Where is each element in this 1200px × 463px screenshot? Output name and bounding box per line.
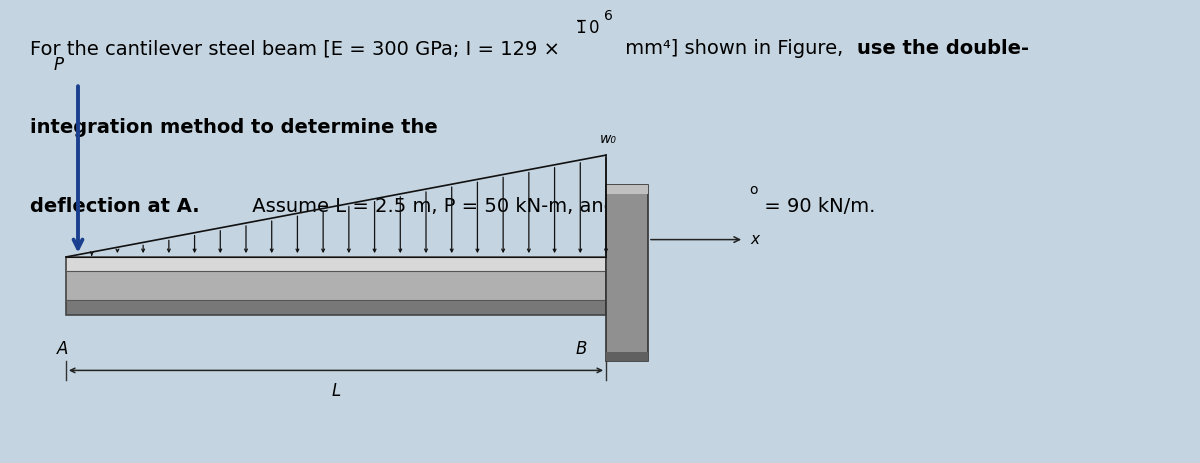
- Polygon shape: [66, 271, 606, 300]
- Text: = 90 kN/m.: = 90 kN/m.: [758, 197, 876, 216]
- Text: For the cantilever steel beam [E = 300 GPa; I = 129 ×: For the cantilever steel beam [E = 300 G…: [30, 39, 560, 58]
- Text: 1̅: 1̅: [575, 19, 586, 37]
- Text: 0: 0: [589, 19, 600, 37]
- Text: integration method to determine the: integration method to determine the: [30, 118, 438, 137]
- Text: w₀: w₀: [600, 132, 617, 146]
- Text: mm⁴] shown in Figure,: mm⁴] shown in Figure,: [619, 39, 850, 58]
- Polygon shape: [66, 300, 606, 315]
- Text: A: A: [56, 340, 67, 358]
- Text: o: o: [749, 183, 757, 197]
- Text: P: P: [54, 56, 64, 74]
- Polygon shape: [606, 185, 648, 361]
- Text: L: L: [331, 382, 341, 400]
- Polygon shape: [606, 352, 648, 361]
- Text: B: B: [576, 340, 587, 358]
- Text: deflection at A.: deflection at A.: [30, 197, 199, 216]
- Text: x: x: [750, 232, 760, 247]
- Text: Assume L = 2.5 m, P = 50 kN-m, and w: Assume L = 2.5 m, P = 50 kN-m, and w: [246, 197, 638, 216]
- Text: use the double-: use the double-: [857, 39, 1028, 58]
- Polygon shape: [66, 257, 606, 271]
- Text: 6: 6: [604, 9, 612, 23]
- Polygon shape: [606, 185, 648, 194]
